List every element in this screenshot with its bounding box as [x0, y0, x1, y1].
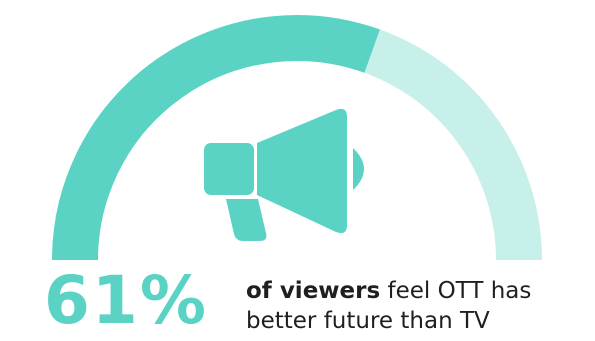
megaphone-icon [204, 108, 364, 241]
caption-line-1-rest: feel OTT has [380, 278, 532, 304]
caption-line-1: of viewers feel OTT has [246, 276, 531, 306]
gauge-remainder-arc [364, 29, 542, 261]
caption-bold-text: of viewers [246, 278, 381, 304]
stat-row: 61% of viewers feel OTT has better futur… [44, 264, 584, 338]
caption-line-2: better future than TV [246, 308, 490, 334]
percent-value: 61% [44, 262, 208, 339]
gauge-filled-arc [52, 15, 380, 261]
stat-caption: of viewers feel OTT has better future th… [246, 276, 531, 336]
